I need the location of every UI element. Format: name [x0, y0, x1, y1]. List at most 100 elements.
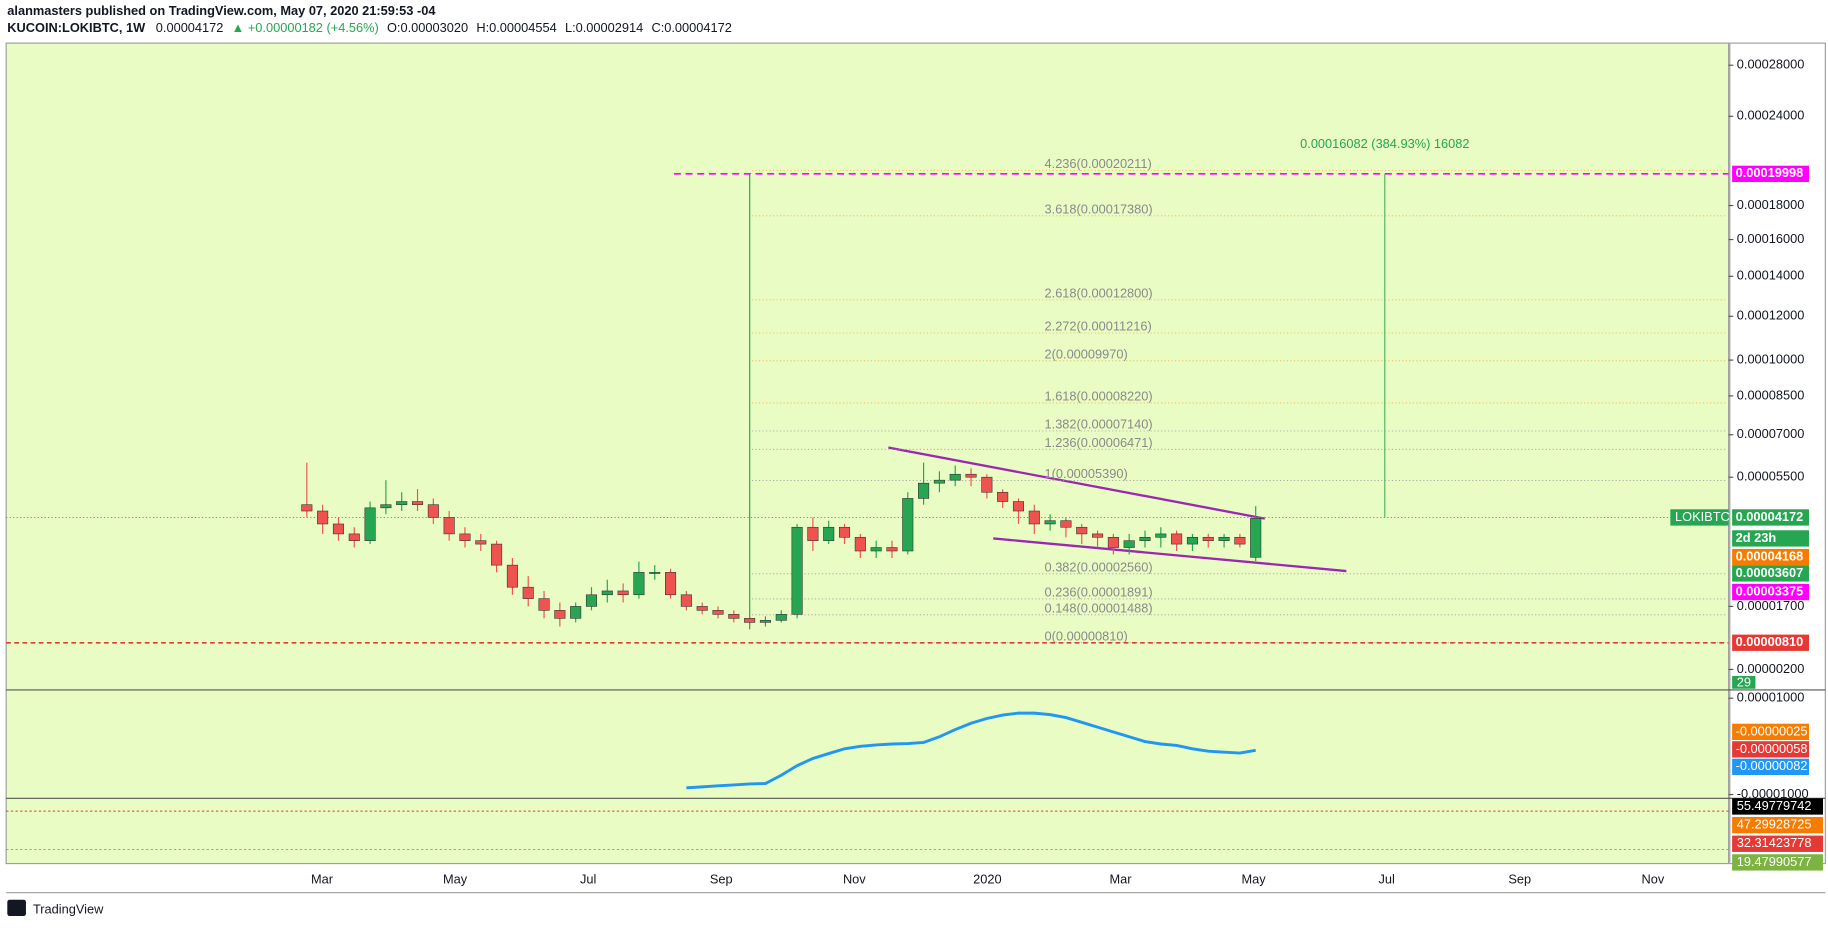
- oscillator-label-box: [1732, 816, 1824, 834]
- price-label: 0.00000810: [1736, 634, 1804, 649]
- candle-body: [1250, 518, 1262, 558]
- candle-body: [997, 491, 1009, 502]
- candle-body: [759, 620, 771, 623]
- candle-body: [886, 547, 898, 552]
- price-label: 0.00003607: [1736, 565, 1804, 580]
- candle-body: [380, 504, 392, 509]
- candle-body: [807, 526, 819, 541]
- candle-body: [633, 572, 645, 596]
- candle-body: [1123, 540, 1135, 548]
- price-label: 0.00004168: [1736, 548, 1804, 563]
- price-label: 0.00003375: [1736, 583, 1804, 598]
- fib-label: 0.148(0.00001488): [1045, 600, 1153, 615]
- y-tick-label: 0.00000200: [1737, 661, 1805, 676]
- x-tick-label: Nov: [843, 871, 866, 886]
- candle-body: [823, 526, 835, 541]
- candle-body: [791, 526, 803, 615]
- x-tick-label: May: [443, 871, 468, 886]
- fib-label: 0(0.00000810): [1045, 628, 1128, 643]
- candle-body: [1139, 536, 1151, 541]
- macd-label-box: [1732, 758, 1810, 775]
- x-tick-label: Jul: [1379, 871, 1395, 886]
- oscillator-label-box: [1732, 854, 1824, 871]
- price-label-box: [1732, 165, 1810, 183]
- fib-label: 1.618(0.00008220): [1045, 388, 1153, 403]
- candle-body: [1218, 536, 1230, 541]
- x-tick-label: May: [1242, 871, 1267, 886]
- candle-body: [427, 504, 439, 518]
- candle-body: [601, 590, 613, 596]
- candle-body: [728, 614, 740, 619]
- y-tick-label: 0.00005500: [1737, 469, 1805, 484]
- x-tick-label: Mar: [1109, 871, 1132, 886]
- price-label-box: [1732, 565, 1810, 582]
- candle-body: [585, 594, 598, 607]
- candle-body: [949, 473, 961, 481]
- candle-body: [554, 610, 566, 619]
- fib-label: 2(0.00009970): [1045, 346, 1128, 361]
- trend-line: [888, 446, 1266, 520]
- y-tick-label: 0.00010000: [1737, 351, 1805, 366]
- candle-body: [933, 479, 945, 484]
- candle-body: [680, 594, 692, 607]
- candle-body: [364, 507, 376, 541]
- fib-label: 1(0.00005390): [1045, 466, 1128, 481]
- price-label: 0.00019998: [1736, 165, 1804, 180]
- candle-body: [918, 482, 930, 499]
- macd-label: -0.00000082: [1736, 758, 1808, 773]
- y-tick-label: 0.00014000: [1737, 268, 1805, 283]
- candle-body: [459, 533, 471, 541]
- candle-body: [1202, 536, 1214, 541]
- candle-body: [491, 543, 503, 566]
- price-label-box: [1732, 583, 1810, 601]
- fib-label: 0.236(0.00001891): [1045, 585, 1153, 600]
- candle-body: [317, 510, 329, 525]
- candle-body: [981, 476, 993, 493]
- candle-body: [443, 517, 455, 535]
- fib-label: 3.618(0.00017380): [1045, 201, 1153, 216]
- y-tick-label: 0.00008500: [1737, 387, 1805, 402]
- candle-body: [1076, 526, 1088, 535]
- fib-label: 1.382(0.00007140): [1045, 417, 1153, 432]
- candle-body: [838, 526, 851, 538]
- fib-label: 2.272(0.00011216): [1045, 319, 1152, 334]
- oscillator-label: 19.47990577: [1737, 854, 1812, 869]
- price-label-box: [1670, 509, 1729, 526]
- candle-body: [570, 606, 582, 619]
- fib-label: 4.236(0.00020211): [1045, 156, 1152, 171]
- candle-body: [775, 614, 787, 621]
- candle-body: [965, 473, 977, 478]
- price-label: 2d 23h: [1736, 530, 1777, 545]
- candle-body: [1044, 520, 1056, 525]
- volume-label-box: [1732, 675, 1756, 689]
- oscillator-label: 55.49779742: [1737, 798, 1812, 813]
- price-label-box: [1732, 634, 1810, 651]
- candle-body: [332, 523, 344, 535]
- y-tick-label: -0.00001000: [1737, 786, 1809, 801]
- trend-line: [993, 537, 1347, 573]
- oscillator-label: 47.29928725: [1737, 817, 1812, 832]
- macd-label-box: [1732, 741, 1810, 758]
- ohlc-close: C:0.00004172: [651, 21, 731, 36]
- y-tick-label: 0.00018000: [1737, 197, 1805, 212]
- candle-body: [396, 501, 408, 505]
- x-tick-label: Mar: [311, 871, 334, 886]
- candle-body: [870, 547, 882, 552]
- candle-body: [696, 606, 708, 611]
- oscillator-label-box: [1732, 835, 1824, 852]
- candle-body: [538, 598, 550, 611]
- plot-area: [5, 42, 1730, 865]
- candle-body: [665, 572, 677, 596]
- measure-label: 0.00016082 (384.93%) 16082: [1300, 136, 1469, 151]
- candle-body: [301, 504, 313, 512]
- symbol-label: LOKIBTC: [1675, 509, 1730, 524]
- candle-body: [1186, 536, 1198, 545]
- x-tick-label: 2020: [973, 871, 1001, 886]
- ohlc-open: O:0.00003020: [387, 21, 468, 36]
- volume-label: 29: [1737, 674, 1751, 689]
- candle-body: [1028, 510, 1040, 525]
- candle-body: [854, 536, 866, 552]
- macd-line: [686, 711, 1256, 790]
- x-tick-label: Jul: [580, 871, 596, 886]
